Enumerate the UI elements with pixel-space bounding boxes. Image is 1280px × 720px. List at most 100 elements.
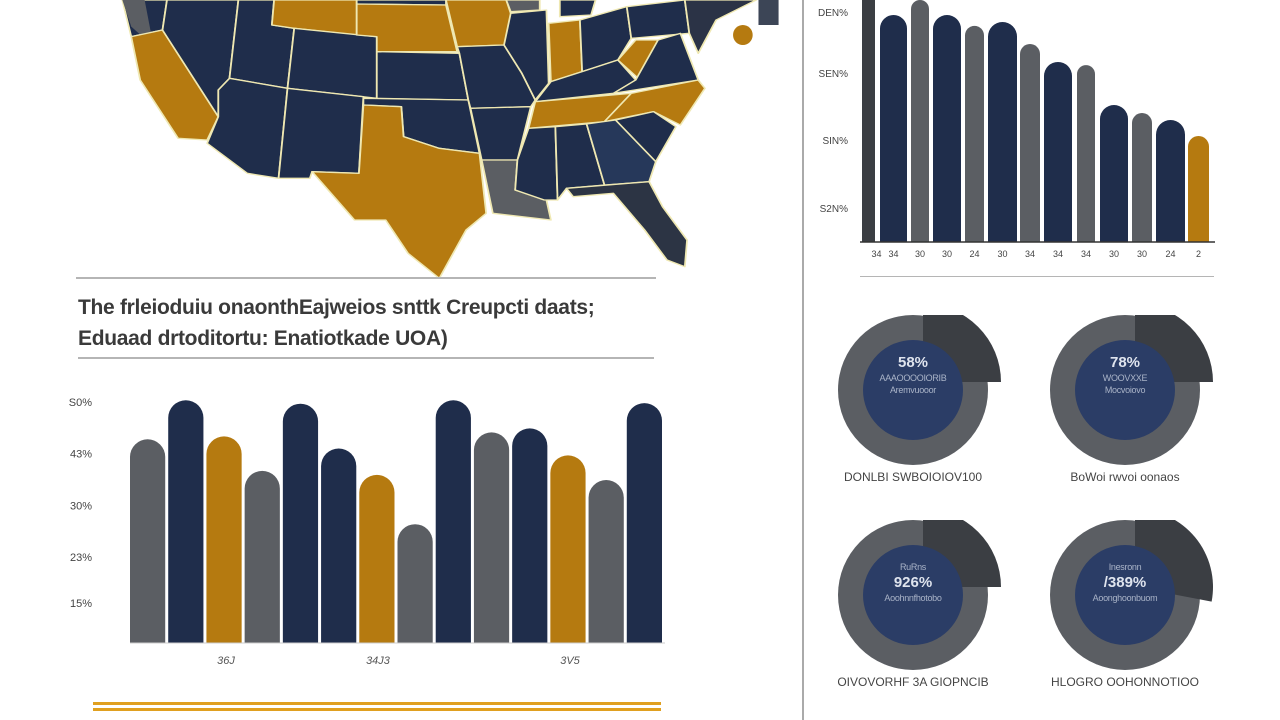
us-choropleth-map: [121, 0, 779, 279]
donut-line1: AAAOOOOIORIB: [879, 373, 947, 383]
state-arizona: [206, 77, 289, 179]
donut-caption: DONLBI SWBOIOIOV100: [843, 470, 983, 484]
x-tick-label: 34: [871, 249, 881, 259]
state-texas: [311, 104, 488, 279]
donut-value: 926%: [893, 574, 933, 591]
x-tick-label: 34: [1053, 249, 1063, 259]
donut-label: Inesronn/389% Aoonghoonbuom: [1050, 560, 1200, 605]
y-tick-label: SEN%: [819, 69, 849, 80]
state-colorado: [286, 27, 378, 99]
left-bar-chart: S0% 43% 30% 23% 15% 36J 34J3 3V5: [69, 397, 665, 667]
donut-label: 78% WOOVXXE Mocvoiovo: [1050, 352, 1200, 397]
bar: [1077, 65, 1095, 243]
x-tick-label: 34: [1025, 249, 1035, 259]
bar: [473, 432, 510, 643]
divider-right: [860, 276, 1214, 277]
bar: [588, 480, 624, 643]
y-tick-label: 43%: [70, 449, 92, 461]
gold-rule-2: [93, 708, 661, 711]
x-tick-label: 30: [942, 249, 952, 259]
y-tick-label: SIN%: [822, 136, 848, 147]
state-northeast: [683, 0, 758, 54]
x-tick-label: 24: [1165, 249, 1175, 259]
donut-line2: Aoohnnfhotobo: [884, 593, 942, 603]
y-tick-label: 30%: [70, 500, 92, 512]
bar: [1132, 113, 1152, 242]
divider-top: [76, 277, 656, 279]
x-tick-label: 30: [1137, 249, 1147, 259]
donut-caption: HLOGRO OOHONNOTIOO: [1050, 675, 1199, 689]
bar: [1100, 105, 1128, 242]
bar: [1044, 61, 1072, 243]
bar: [512, 428, 548, 643]
gold-rule: [93, 702, 661, 705]
donut-line1: WOOVXXE: [1102, 373, 1148, 383]
bar: [1020, 44, 1040, 242]
donut-top-text: RuRns: [899, 562, 926, 572]
bar: [880, 15, 907, 243]
title-line-1: The frleioduiu onaonthEajweios snttk Cre…: [78, 296, 595, 319]
state-massachusetts: [733, 25, 753, 45]
donut-label: 58% AAAOOOOIORIB Aremvuooor: [838, 352, 988, 397]
donut-center: [1075, 545, 1175, 645]
state-michigan: [558, 0, 597, 18]
y-tick-label: S2N%: [820, 204, 848, 215]
y-tick-label: DEN%: [818, 8, 848, 19]
x-tick-label: 34: [1081, 249, 1091, 259]
bar: [1188, 136, 1209, 242]
x-tick-label: 24: [969, 249, 979, 259]
state-pennsylvania: [625, 0, 691, 39]
bar: [1156, 120, 1185, 242]
bar: [965, 25, 984, 243]
right-bar-chart: DEN% SEN% SIN% S2N% 34 34 30 30 24 30 34 34 34 30 30 24…: [818, 0, 1215, 259]
bar: [206, 436, 242, 643]
state-south-carolina: [614, 110, 677, 163]
donut-line2: Aremvuooor: [889, 385, 937, 395]
donut-caption: BoWoi rwvoi oonaos: [1070, 470, 1180, 484]
x-group-label: 34J3: [366, 655, 391, 667]
state-maine: [758, 0, 779, 25]
bar: [244, 470, 280, 643]
donut-center: [863, 545, 963, 645]
bar: [397, 524, 433, 643]
bar: [168, 400, 204, 643]
y-tick-label: 23%: [70, 552, 92, 564]
donut-value: /389%: [1103, 574, 1147, 591]
donut-caption: OIVOVORHF 3A GIOPNCIB: [837, 675, 989, 689]
title-line-2: Eduaad drtoditortu: Enatiotkade UOA): [78, 327, 448, 350]
y-tick-label: 15%: [70, 598, 92, 610]
donut-line2: Mocvoiovo: [1104, 385, 1146, 395]
bar: [911, 0, 929, 242]
vertical-separator: [802, 0, 804, 720]
donut-value: 78%: [1109, 354, 1141, 371]
x-tick-label: 30: [1109, 249, 1119, 259]
state-indiana: [547, 19, 584, 83]
x-group-label: 36J: [217, 655, 235, 667]
x-tick-label: 2: [1196, 249, 1201, 259]
state-kansas: [375, 51, 470, 101]
donut-line2: Aoonghoonbuom: [1092, 593, 1158, 603]
x-tick-label: 30: [915, 249, 925, 259]
bar: [933, 15, 961, 243]
donut-label: RuRns 926% Aoohnnfhotobo: [838, 560, 988, 605]
state-georgia: [585, 119, 657, 186]
donut-chart: RuRns 926% Aoohnnfhotobo: [838, 520, 1008, 690]
bar: [130, 439, 166, 643]
x-group-label: 3V5: [560, 655, 580, 667]
bar: [321, 448, 357, 643]
bar: [282, 403, 319, 643]
bar: [550, 455, 586, 643]
state-florida: [565, 181, 688, 268]
donut-value: 58%: [897, 354, 929, 371]
donut-chart: 78% WOOVXXE Mocvoiovo: [1050, 315, 1220, 485]
divider-title: [78, 357, 654, 359]
x-tick-label: 30: [997, 249, 1007, 259]
bar: [626, 403, 662, 643]
bar: [359, 474, 395, 643]
state-virginia: [612, 32, 700, 94]
bar: [862, 0, 875, 242]
donut-center: [1075, 340, 1175, 440]
state-new-mexico: [277, 87, 365, 179]
section-title: The frleioduiu onaonthEajweios snttk Cre…: [78, 292, 678, 354]
donut-center: [863, 340, 963, 440]
